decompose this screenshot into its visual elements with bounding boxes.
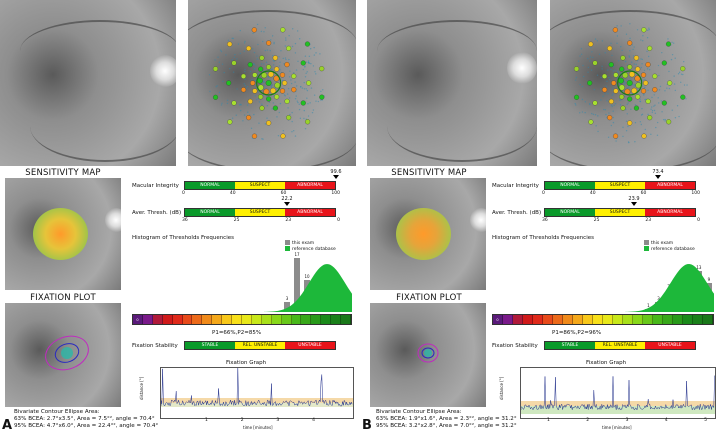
fixation-graph bbox=[520, 367, 716, 419]
avg-threshold-bar: NORMAL SUSPECT ABNORMAL bbox=[544, 208, 696, 217]
avg-threshold-label: Aver. Thresh. (dB) bbox=[132, 210, 181, 216]
fixation-stability-bar: STABLE REL. UNSTABLE UNSTABLE bbox=[184, 341, 336, 350]
avg-threshold-ticks: 36 25 23 0 bbox=[542, 218, 700, 223]
reference-distribution bbox=[264, 264, 352, 312]
histogram-chart: 317105 bbox=[132, 250, 352, 312]
avg-threshold-label: Aver. Thresh. (dB) bbox=[492, 210, 541, 216]
fixation-p-values: P1=66%,P2=85% bbox=[212, 330, 261, 336]
bcea-95: 95% BCEA: 4.7°x6.0°, Area = 22.4°², angl… bbox=[14, 423, 214, 430]
avg-threshold-bar: NORMAL SUSPECT ABNORMAL bbox=[184, 208, 336, 217]
fixation-p-values: P1=86%,P2=96% bbox=[552, 330, 601, 336]
fixation-graph-xlabel: time [minutes] bbox=[243, 425, 273, 430]
fixation-stability-label: Fixation Stability bbox=[132, 343, 178, 349]
macular-integrity-marker: 73.4 bbox=[648, 169, 668, 179]
fundus-image-raw bbox=[367, 0, 537, 166]
macular-integrity-ticks: 0 40 60 100 bbox=[182, 191, 340, 196]
fixation-trace bbox=[161, 368, 352, 406]
fixation-trace bbox=[521, 376, 715, 410]
stimuli-grid bbox=[188, 0, 356, 166]
panel-letter: B bbox=[362, 418, 372, 433]
histogram-chart: 13742139 bbox=[492, 250, 714, 312]
fixation-stability-bar: STABLE REL. UNSTABLE UNSTABLE bbox=[544, 341, 696, 350]
fixation-graph-ylabel: distance [°] bbox=[499, 377, 504, 400]
sensitivity-map-title: SENSITIVITY MAP bbox=[0, 168, 126, 178]
macular-integrity-label: Macular Integrity bbox=[132, 183, 179, 189]
histogram-title: Histogram of Thresholds Frequencies bbox=[492, 235, 594, 241]
threshold-color-scale: 0 bbox=[492, 314, 714, 325]
fixation-plot-title: FIXATION PLOT bbox=[366, 293, 492, 303]
reference-distribution bbox=[625, 264, 714, 312]
fixation-graph-ylabel: distance [°] bbox=[139, 377, 144, 400]
fixation-graph-title: Fixation Graph bbox=[586, 360, 626, 366]
sensitivity-map-title: SENSITIVITY MAP bbox=[366, 168, 492, 178]
panel-a: SENSITIVITY MAP FIXATION PLOT Bivariate … bbox=[0, 0, 358, 434]
stimuli-grid bbox=[550, 0, 716, 166]
fixation-graph-title: Fixation Graph bbox=[226, 360, 266, 366]
panel-letter: A bbox=[2, 418, 12, 433]
fundus-image-raw bbox=[0, 0, 176, 166]
avg-threshold-marker: 23.9 bbox=[624, 196, 644, 206]
avg-threshold-marker: 22.2 bbox=[277, 196, 297, 206]
bcea-95: 95% BCEA: 3.2°x2.8°, Area = 7.0°², angle… bbox=[376, 423, 576, 430]
avg-threshold-ticks: 36 25 23 0 bbox=[182, 218, 340, 223]
panel-b: SENSITIVITY MAP FIXATION PLOT Bivariate … bbox=[362, 0, 716, 434]
fixation-graph bbox=[160, 367, 354, 419]
threshold-color-scale: 0 bbox=[132, 314, 352, 325]
fixation-stability-label: Fixation Stability bbox=[492, 343, 538, 349]
macular-integrity-label: Macular Integrity bbox=[492, 183, 539, 189]
fundus-image-stimuli bbox=[550, 0, 716, 166]
macular-integrity-bar: NORMAL SUSPECT ABNORMAL bbox=[544, 181, 696, 190]
sensitivity-map bbox=[5, 178, 121, 290]
fundus-image-stimuli bbox=[188, 0, 356, 166]
sensitivity-map bbox=[370, 178, 486, 290]
fixation-graph-xticks: 1234 bbox=[205, 418, 315, 423]
macular-integrity-bar: NORMAL SUSPECT ABNORMAL bbox=[184, 181, 336, 190]
macular-integrity-ticks: 0 40 60 100 bbox=[542, 191, 700, 196]
fixation-graph-xlabel: time [minutes] bbox=[602, 425, 632, 430]
histogram-title: Histogram of Thresholds Frequencies bbox=[132, 235, 234, 241]
fixation-plot bbox=[5, 303, 121, 407]
macular-integrity-marker: 99.6 bbox=[326, 169, 346, 179]
fixation-graph-xticks: 12345 bbox=[547, 418, 707, 423]
fixation-plot bbox=[370, 303, 486, 407]
fixation-plot-title: FIXATION PLOT bbox=[0, 293, 126, 303]
